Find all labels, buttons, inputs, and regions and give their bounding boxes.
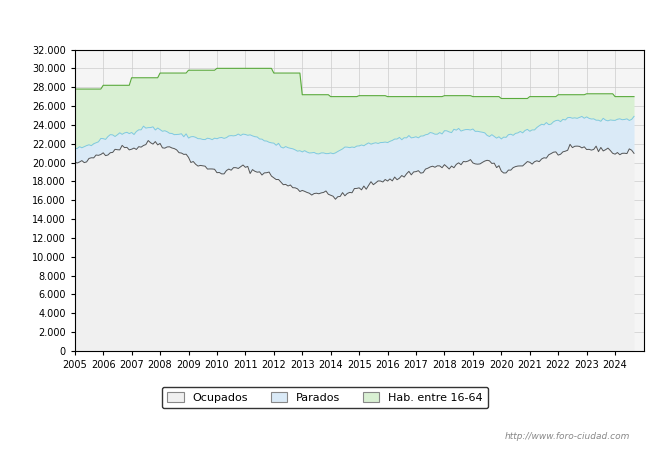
Text: Antequera - Evolucion de la poblacion en edad de Trabajar Septiembre de 2024: Antequera - Evolucion de la poblacion en… (75, 14, 575, 27)
Legend: Ocupados, Parados, Hab. entre 16-64: Ocupados, Parados, Hab. entre 16-64 (162, 387, 488, 409)
Text: http://www.foro-ciudad.com: http://www.foro-ciudad.com (505, 432, 630, 441)
